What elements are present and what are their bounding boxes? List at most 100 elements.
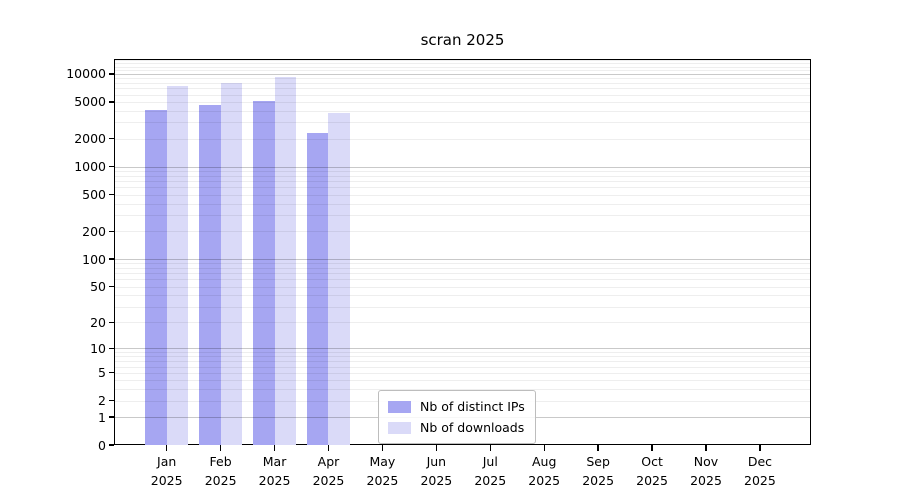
bar-distinct-ips-mar bbox=[252, 101, 275, 445]
gridline-minor bbox=[114, 279, 811, 281]
y-tick-mark bbox=[108, 73, 114, 75]
y-tick-mark bbox=[108, 166, 114, 168]
gridline-minor bbox=[114, 231, 811, 233]
gridline-major bbox=[114, 166, 811, 168]
gridline-minor bbox=[114, 356, 811, 358]
y-tick-label: 2000 bbox=[74, 131, 106, 147]
legend-label-downloads: Nb of downloads bbox=[420, 420, 525, 435]
gridline-minor bbox=[114, 181, 811, 183]
gridline-minor bbox=[114, 60, 811, 62]
gridline-minor bbox=[114, 361, 811, 363]
y-tick-label: 0 bbox=[98, 437, 106, 453]
gridline-minor bbox=[114, 389, 811, 391]
y-tick-mark bbox=[108, 258, 114, 260]
gridline-minor bbox=[114, 380, 811, 382]
x-tick-mark bbox=[543, 445, 545, 451]
x-tick-label-nov: Nov 2025 bbox=[690, 454, 722, 488]
x-tick-label-oct: Oct 2025 bbox=[636, 454, 668, 488]
gridline-minor bbox=[114, 170, 811, 172]
legend: Nb of distinct IPs Nb of downloads bbox=[378, 390, 536, 444]
gridline-minor bbox=[114, 203, 811, 205]
gridline-minor bbox=[114, 110, 811, 112]
bar-distinct-ips-jan bbox=[145, 110, 167, 445]
y-tick-label: 1000 bbox=[74, 159, 106, 175]
legend-swatch-distinct-ips bbox=[388, 400, 411, 413]
gridline-minor bbox=[114, 194, 811, 196]
gridline-minor bbox=[114, 122, 811, 124]
y-tick-mark bbox=[108, 372, 114, 374]
y-tick-mark bbox=[108, 347, 114, 350]
x-tick-mark bbox=[381, 445, 384, 451]
x-tick-label-apr: Apr 2025 bbox=[312, 454, 345, 488]
gridline-minor bbox=[114, 82, 811, 84]
x-tick-mark bbox=[273, 445, 276, 451]
y-tick-label: 100 bbox=[82, 251, 106, 267]
x-tick-mark bbox=[651, 445, 653, 451]
gridline-major bbox=[114, 73, 811, 75]
bar-distinct-ips-feb bbox=[199, 104, 221, 445]
y-tick-label: 20 bbox=[90, 314, 106, 330]
y-tick-mark bbox=[108, 444, 114, 446]
gridline-minor bbox=[114, 101, 811, 103]
gridline-minor bbox=[114, 175, 811, 177]
x-tick-mark bbox=[759, 445, 761, 451]
gridline-minor bbox=[114, 94, 811, 96]
y-tick-mark bbox=[108, 285, 114, 288]
legend-label-distinct-ips: Nb of distinct IPs bbox=[420, 399, 525, 414]
x-tick-label-may: May 2025 bbox=[366, 454, 399, 488]
x-tick-mark bbox=[219, 445, 222, 451]
x-tick-mark bbox=[705, 445, 707, 451]
legend-item-downloads: Nb of downloads bbox=[388, 417, 525, 438]
y-tick-label: 500 bbox=[82, 187, 106, 203]
bar-downloads-apr bbox=[328, 113, 351, 445]
gridline-minor bbox=[114, 273, 811, 275]
x-tick-label-mar: Mar 2025 bbox=[258, 454, 291, 488]
y-tick-mark bbox=[108, 230, 114, 233]
gridline-major bbox=[114, 348, 811, 350]
chart-title: scran 2025 bbox=[420, 31, 505, 49]
y-tick-label: 2 bbox=[98, 393, 106, 409]
y-tick-label: 10 bbox=[90, 340, 106, 356]
y-tick-mark bbox=[108, 321, 114, 323]
gridline-minor bbox=[114, 66, 811, 68]
y-tick-mark bbox=[108, 416, 114, 418]
y-tick-label: 5000 bbox=[74, 94, 106, 110]
x-tick-mark bbox=[166, 445, 168, 451]
x-tick-label-jul: Jul 2025 bbox=[474, 454, 507, 488]
y-tick-mark bbox=[108, 400, 114, 402]
gridline-minor bbox=[114, 286, 811, 288]
gridline-minor bbox=[114, 352, 811, 354]
x-tick-mark bbox=[597, 445, 599, 451]
y-tick-label: 10000 bbox=[66, 66, 106, 82]
y-tick-label: 1 bbox=[98, 409, 106, 425]
gridline-minor bbox=[114, 215, 811, 217]
gridline-minor bbox=[114, 88, 811, 90]
gridline-minor bbox=[114, 267, 811, 269]
y-tick-label: 200 bbox=[82, 223, 106, 239]
bar-downloads-jan bbox=[166, 86, 189, 445]
x-tick-mark bbox=[435, 445, 437, 451]
legend-swatch-downloads bbox=[388, 421, 411, 434]
gridline-major bbox=[114, 259, 811, 261]
y-tick-mark bbox=[108, 138, 114, 140]
x-tick-label-feb: Feb 2025 bbox=[204, 454, 237, 488]
gridline-minor bbox=[114, 263, 811, 265]
y-tick-mark bbox=[108, 101, 114, 103]
y-tick-label: 50 bbox=[90, 279, 106, 295]
x-tick-label-jun: Jun 2025 bbox=[420, 454, 453, 488]
gridline-minor bbox=[114, 187, 811, 189]
x-tick-label-sep: Sep 2025 bbox=[582, 454, 615, 488]
y-tick-mark bbox=[108, 193, 114, 196]
gridline-minor bbox=[114, 70, 811, 72]
gridline-minor bbox=[114, 306, 811, 308]
x-tick-label-aug: Aug 2025 bbox=[528, 454, 561, 488]
y-tick-label: 5 bbox=[98, 365, 106, 381]
x-tick-label-jan: Jan 2025 bbox=[150, 454, 183, 488]
gridline-minor bbox=[114, 322, 811, 324]
plot-area bbox=[114, 59, 811, 445]
bar-downloads-feb bbox=[220, 82, 243, 445]
gridline-minor bbox=[114, 63, 811, 65]
x-tick-label-dec: Dec 2025 bbox=[744, 454, 776, 488]
legend-item-distinct-ips: Nb of distinct IPs bbox=[388, 396, 525, 417]
